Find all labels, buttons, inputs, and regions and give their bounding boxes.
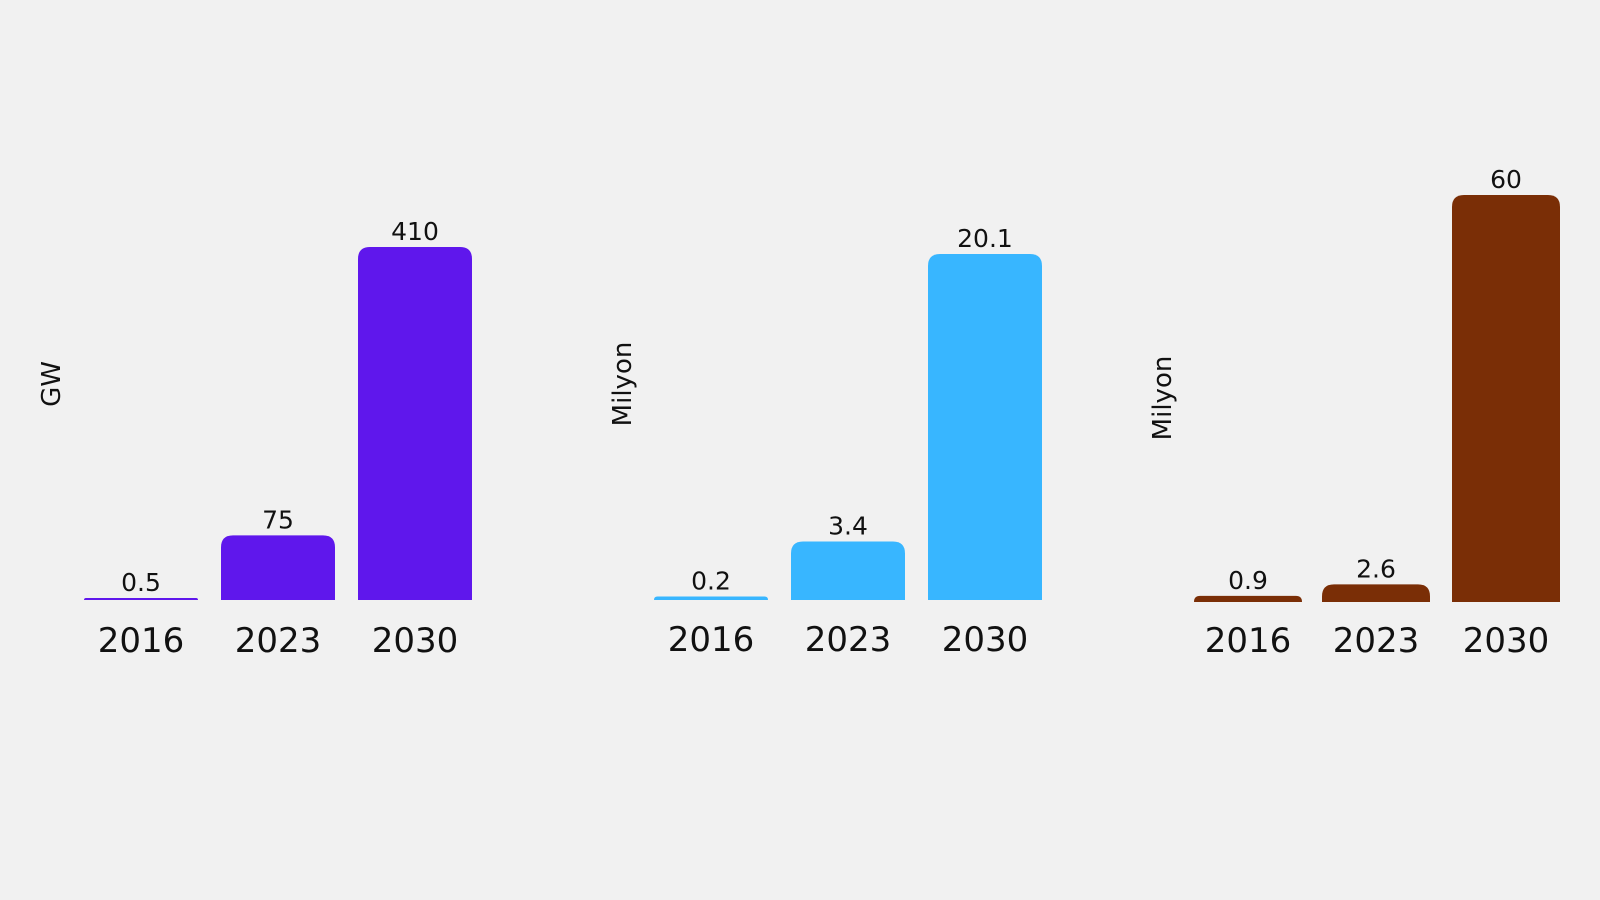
chart-1-bar-2023 bbox=[221, 535, 335, 600]
chart-2-x-ticks: 2016 2023 2030 bbox=[668, 620, 1029, 660]
chart-3-bar-2016 bbox=[1194, 595, 1302, 602]
chart-2-y-axis-label: Milyon bbox=[608, 342, 638, 427]
chart-2-bars bbox=[654, 254, 1042, 600]
chart-3-bars bbox=[1194, 195, 1560, 602]
chart-2-bar-2023 bbox=[791, 541, 905, 600]
chart-1-data-label-2023: 75 bbox=[262, 505, 294, 534]
chart-3-bar-2023 bbox=[1322, 584, 1430, 602]
chart-2-data-label-2016: 0.2 bbox=[691, 567, 731, 596]
chart-1: GW 0.5 75 410 2016 2023 2030 bbox=[37, 217, 472, 661]
chart-1-data-label-2030: 410 bbox=[391, 217, 439, 246]
chart-3-data-labels: 0.9 2.6 60 bbox=[1228, 165, 1522, 595]
chart-3-x-ticks: 2016 2023 2030 bbox=[1205, 621, 1550, 661]
chart-3-data-label-2016: 0.9 bbox=[1228, 566, 1268, 595]
chart-3-data-label-2030: 60 bbox=[1490, 165, 1522, 194]
chart-3-x-tick-2030: 2030 bbox=[1463, 621, 1550, 661]
chart-1-x-tick-2030: 2030 bbox=[372, 621, 459, 661]
chart-1-bars bbox=[84, 247, 472, 600]
chart-3-data-label-2023: 2.6 bbox=[1356, 554, 1396, 583]
chart-1-x-tick-2023: 2023 bbox=[235, 621, 322, 661]
chart-3-x-tick-2023: 2023 bbox=[1333, 621, 1420, 661]
chart-1-y-axis-label: GW bbox=[37, 361, 67, 407]
chart-1-x-ticks: 2016 2023 2030 bbox=[98, 621, 459, 661]
chart-3: Milyon 0.9 2.6 60 2016 2023 2030 bbox=[1148, 165, 1560, 661]
chart-2-data-labels: 0.2 3.4 20.1 bbox=[691, 224, 1013, 596]
chart-2-data-label-2030: 20.1 bbox=[957, 224, 1013, 253]
chart-3-y-axis-label: Milyon bbox=[1148, 356, 1178, 441]
chart-1-bar-2016 bbox=[84, 598, 198, 600]
chart-2-x-tick-2030: 2030 bbox=[942, 620, 1029, 660]
chart-2-data-label-2023: 3.4 bbox=[828, 511, 868, 540]
chart-2-bar-2030 bbox=[928, 254, 1042, 600]
chart-2-x-tick-2016: 2016 bbox=[668, 620, 755, 660]
chart-2: Milyon 0.2 3.4 20.1 2016 2023 2030 bbox=[608, 224, 1042, 660]
chart-1-bar-2030 bbox=[358, 247, 472, 600]
chart-1-data-label-2016: 0.5 bbox=[121, 568, 161, 597]
chart-3-bar-2030 bbox=[1452, 195, 1560, 602]
chart-3-x-tick-2016: 2016 bbox=[1205, 621, 1292, 661]
chart-1-x-tick-2016: 2016 bbox=[98, 621, 185, 661]
chart-1-data-labels: 0.5 75 410 bbox=[121, 217, 439, 597]
chart-2-bar-2016 bbox=[654, 596, 768, 600]
chart-2-x-tick-2023: 2023 bbox=[805, 620, 892, 660]
